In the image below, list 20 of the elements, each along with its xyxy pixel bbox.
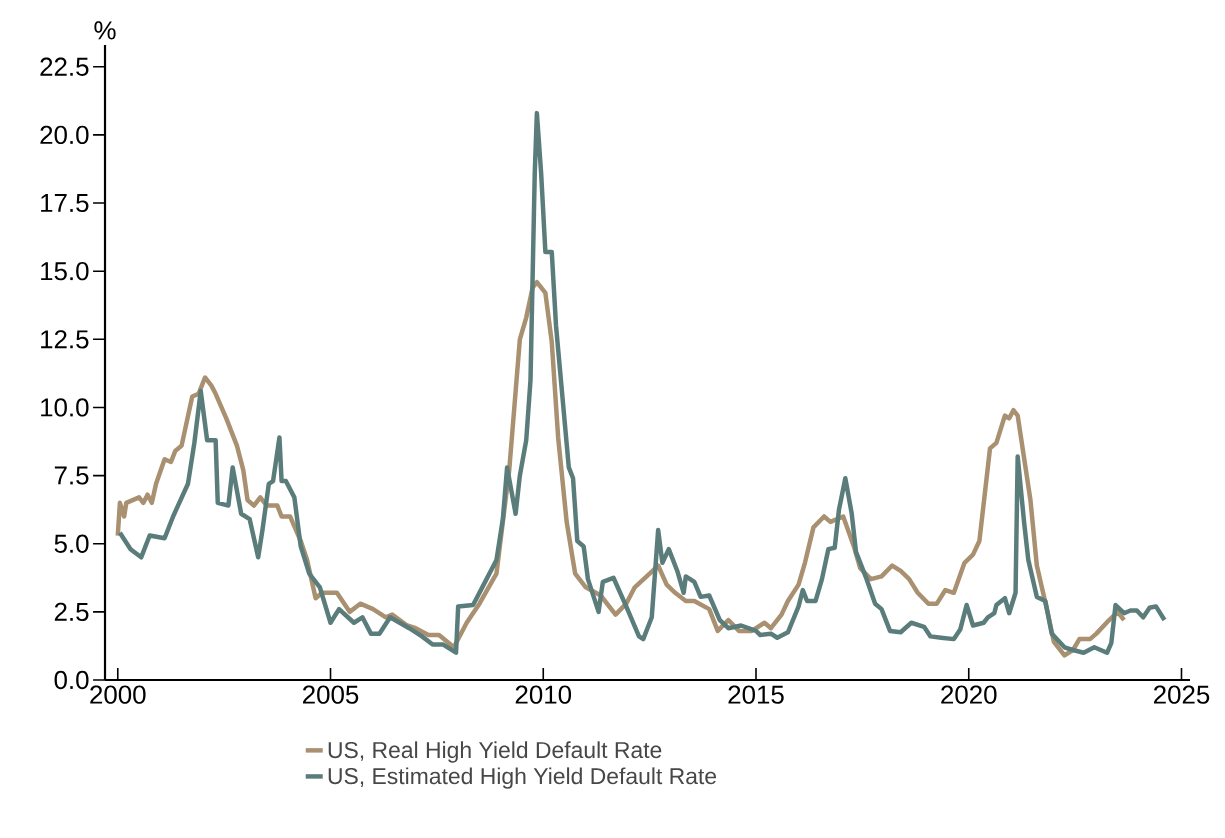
- y-axis-title: %: [94, 21, 116, 40]
- x-tick-label: 2025: [1153, 685, 1210, 704]
- x-tick-label: 2020: [941, 685, 997, 704]
- y-tick-label: 0.0: [54, 670, 89, 690]
- x-tick-label: 2000: [90, 685, 146, 704]
- line-series: [117, 110, 1167, 655]
- x-tick-label: 2015: [728, 685, 784, 704]
- legend-label: US, Real High Yield Default Rate: [328, 741, 662, 763]
- x-tick-label: 2010: [515, 685, 572, 704]
- y-tick-label: 17.5: [41, 194, 89, 213]
- y-tick-label: 15.0: [41, 262, 89, 281]
- y-tick-label: 7.5: [54, 466, 89, 485]
- y-tick-label: 5.0: [54, 534, 89, 553]
- x-tick-label: 2005: [303, 685, 359, 704]
- y-tick-label: 12.5: [41, 330, 89, 349]
- y-tick-label: 2.5: [54, 602, 89, 622]
- y-tick-label: 20.0: [40, 125, 89, 145]
- y-tick-label: 22.5: [40, 57, 89, 76]
- y-tick-label: 10.0: [41, 398, 89, 417]
- legend-label: US, Estimated High Yield Default Rate: [328, 767, 717, 789]
